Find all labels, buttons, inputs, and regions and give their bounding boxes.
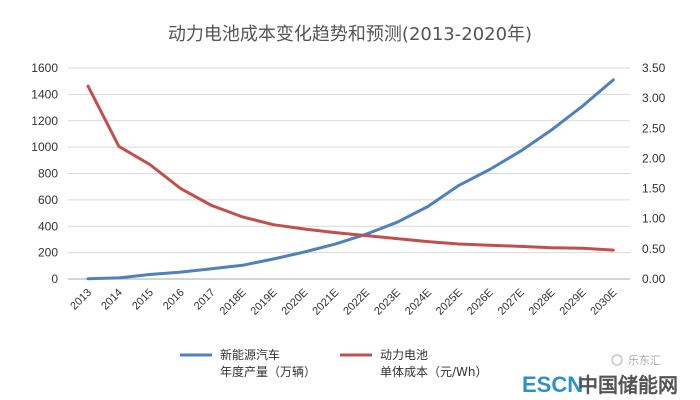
data-point — [148, 163, 151, 166]
data-point — [303, 227, 306, 231]
wechat-icon — [611, 354, 623, 366]
data-point — [519, 245, 522, 248]
left-axis-tick-label: 1400 — [31, 87, 58, 101]
chart-title: 动力电池成本变化趋势和预测(2013-2020年) — [168, 24, 532, 45]
right-axis-tick-label: 1.50 — [642, 182, 666, 196]
data-point — [241, 264, 244, 267]
x-axis-ticks: 2013 2014 2015 2016 2017 2018E 2019E 2020E 2021E… — [68, 287, 619, 318]
x-axis-tick-label: 2026E — [465, 287, 496, 318]
right-axis-tick-label: 3.50 — [642, 61, 666, 75]
x-axis-tick-label: 2017 — [192, 287, 218, 313]
data-point — [210, 267, 213, 270]
left-axis-ticks: 0 200 400 600 800 1000 1200 1400 1600 — [31, 61, 58, 286]
data-point — [179, 270, 182, 274]
x-axis-tick-label: 2015 — [130, 287, 156, 313]
series-line-battery-cost — [86, 84, 615, 252]
legend-label-battery-cost-2: 单体成本（元/Wh） — [380, 365, 488, 379]
right-axis-tick-label: 3.00 — [642, 91, 666, 105]
data-point — [334, 242, 337, 246]
right-axis-tick-label: 2.00 — [642, 151, 666, 165]
data-point — [86, 84, 90, 88]
data-point — [426, 205, 430, 208]
data-point — [117, 145, 121, 148]
data-point — [457, 184, 460, 187]
data-point — [86, 277, 90, 280]
data-point — [179, 187, 182, 190]
data-point — [148, 273, 151, 276]
right-axis-tick-label: 1.00 — [642, 212, 666, 226]
series-line-production — [86, 78, 615, 281]
left-axis-tick-label: 1600 — [31, 61, 58, 75]
legend-label-production-1: 新能源汽车 — [220, 347, 280, 362]
data-point — [272, 223, 275, 226]
data-point — [550, 246, 553, 249]
x-axis-tick-label: 2025E — [434, 287, 465, 318]
left-axis-tick-label: 0 — [51, 272, 58, 286]
data-point — [488, 244, 491, 247]
data-point — [395, 221, 399, 224]
x-axis-tick-label: 2018E — [218, 287, 249, 318]
legend: 新能源汽车 年度产量（万辆） 动力电池 单体成本（元/Wh） — [180, 347, 488, 379]
data-point — [426, 240, 430, 243]
x-axis-tick-label: 2029E — [558, 287, 589, 318]
legend-label-production-2: 年度产量（万辆） — [220, 364, 316, 379]
x-axis-tick-label: 2028E — [527, 287, 558, 318]
x-axis-tick-label: 2024E — [403, 287, 434, 318]
data-point — [241, 215, 244, 219]
data-point — [581, 105, 584, 108]
data-point — [550, 128, 553, 132]
left-axis-tick-label: 400 — [38, 219, 58, 233]
x-axis-tick-label: 2027E — [496, 287, 527, 318]
data-point — [117, 276, 121, 280]
watermark: 乐东汇 ESCN 中国储能网 — [522, 354, 678, 397]
x-axis-tick-label: 2016 — [161, 287, 187, 313]
x-axis-tick-label: 2021E — [310, 287, 341, 318]
x-axis-tick-label: 2020E — [279, 287, 310, 318]
left-axis-tick-label: 200 — [38, 246, 58, 260]
left-axis-tick-label: 1000 — [31, 140, 58, 154]
left-axis-tick-label: 600 — [38, 193, 58, 207]
left-axis-tick-label: 1200 — [31, 114, 58, 128]
x-axis-tick-label: 2022E — [341, 287, 372, 318]
data-point — [303, 250, 306, 254]
data-point — [334, 231, 337, 234]
data-point — [272, 257, 275, 261]
right-axis-tick-label: 0.00 — [642, 272, 666, 286]
data-point — [395, 237, 399, 240]
right-axis-tick-label: 0.50 — [642, 242, 666, 256]
legend-label-battery-cost-1: 动力电池 — [380, 348, 428, 362]
data-point — [519, 149, 522, 153]
data-point — [210, 204, 213, 207]
data-point — [612, 78, 615, 82]
watermark-brand: ESCN — [522, 372, 583, 397]
right-axis-ticks: 0.00 0.50 1.00 1.50 2.00 2.50 3.00 3.50 — [642, 61, 666, 286]
data-point — [488, 168, 491, 171]
data-point — [581, 247, 584, 250]
data-point — [457, 242, 460, 246]
data-point — [612, 248, 615, 252]
series-group — [86, 78, 615, 281]
left-axis-tick-label: 800 — [38, 167, 58, 181]
watermark-name: 中国储能网 — [578, 373, 678, 397]
x-axis-tick-label: 2014 — [99, 287, 125, 313]
x-axis-tick-label: 2030E — [588, 287, 619, 318]
x-axis-tick-label: 2013 — [68, 287, 94, 313]
x-axis-tick-label: 2023E — [372, 287, 403, 318]
data-point — [364, 234, 368, 237]
right-axis-tick-label: 2.50 — [642, 121, 666, 135]
watermark-account: 乐东汇 — [628, 354, 661, 367]
x-axis-tick-label: 2019E — [249, 287, 280, 318]
